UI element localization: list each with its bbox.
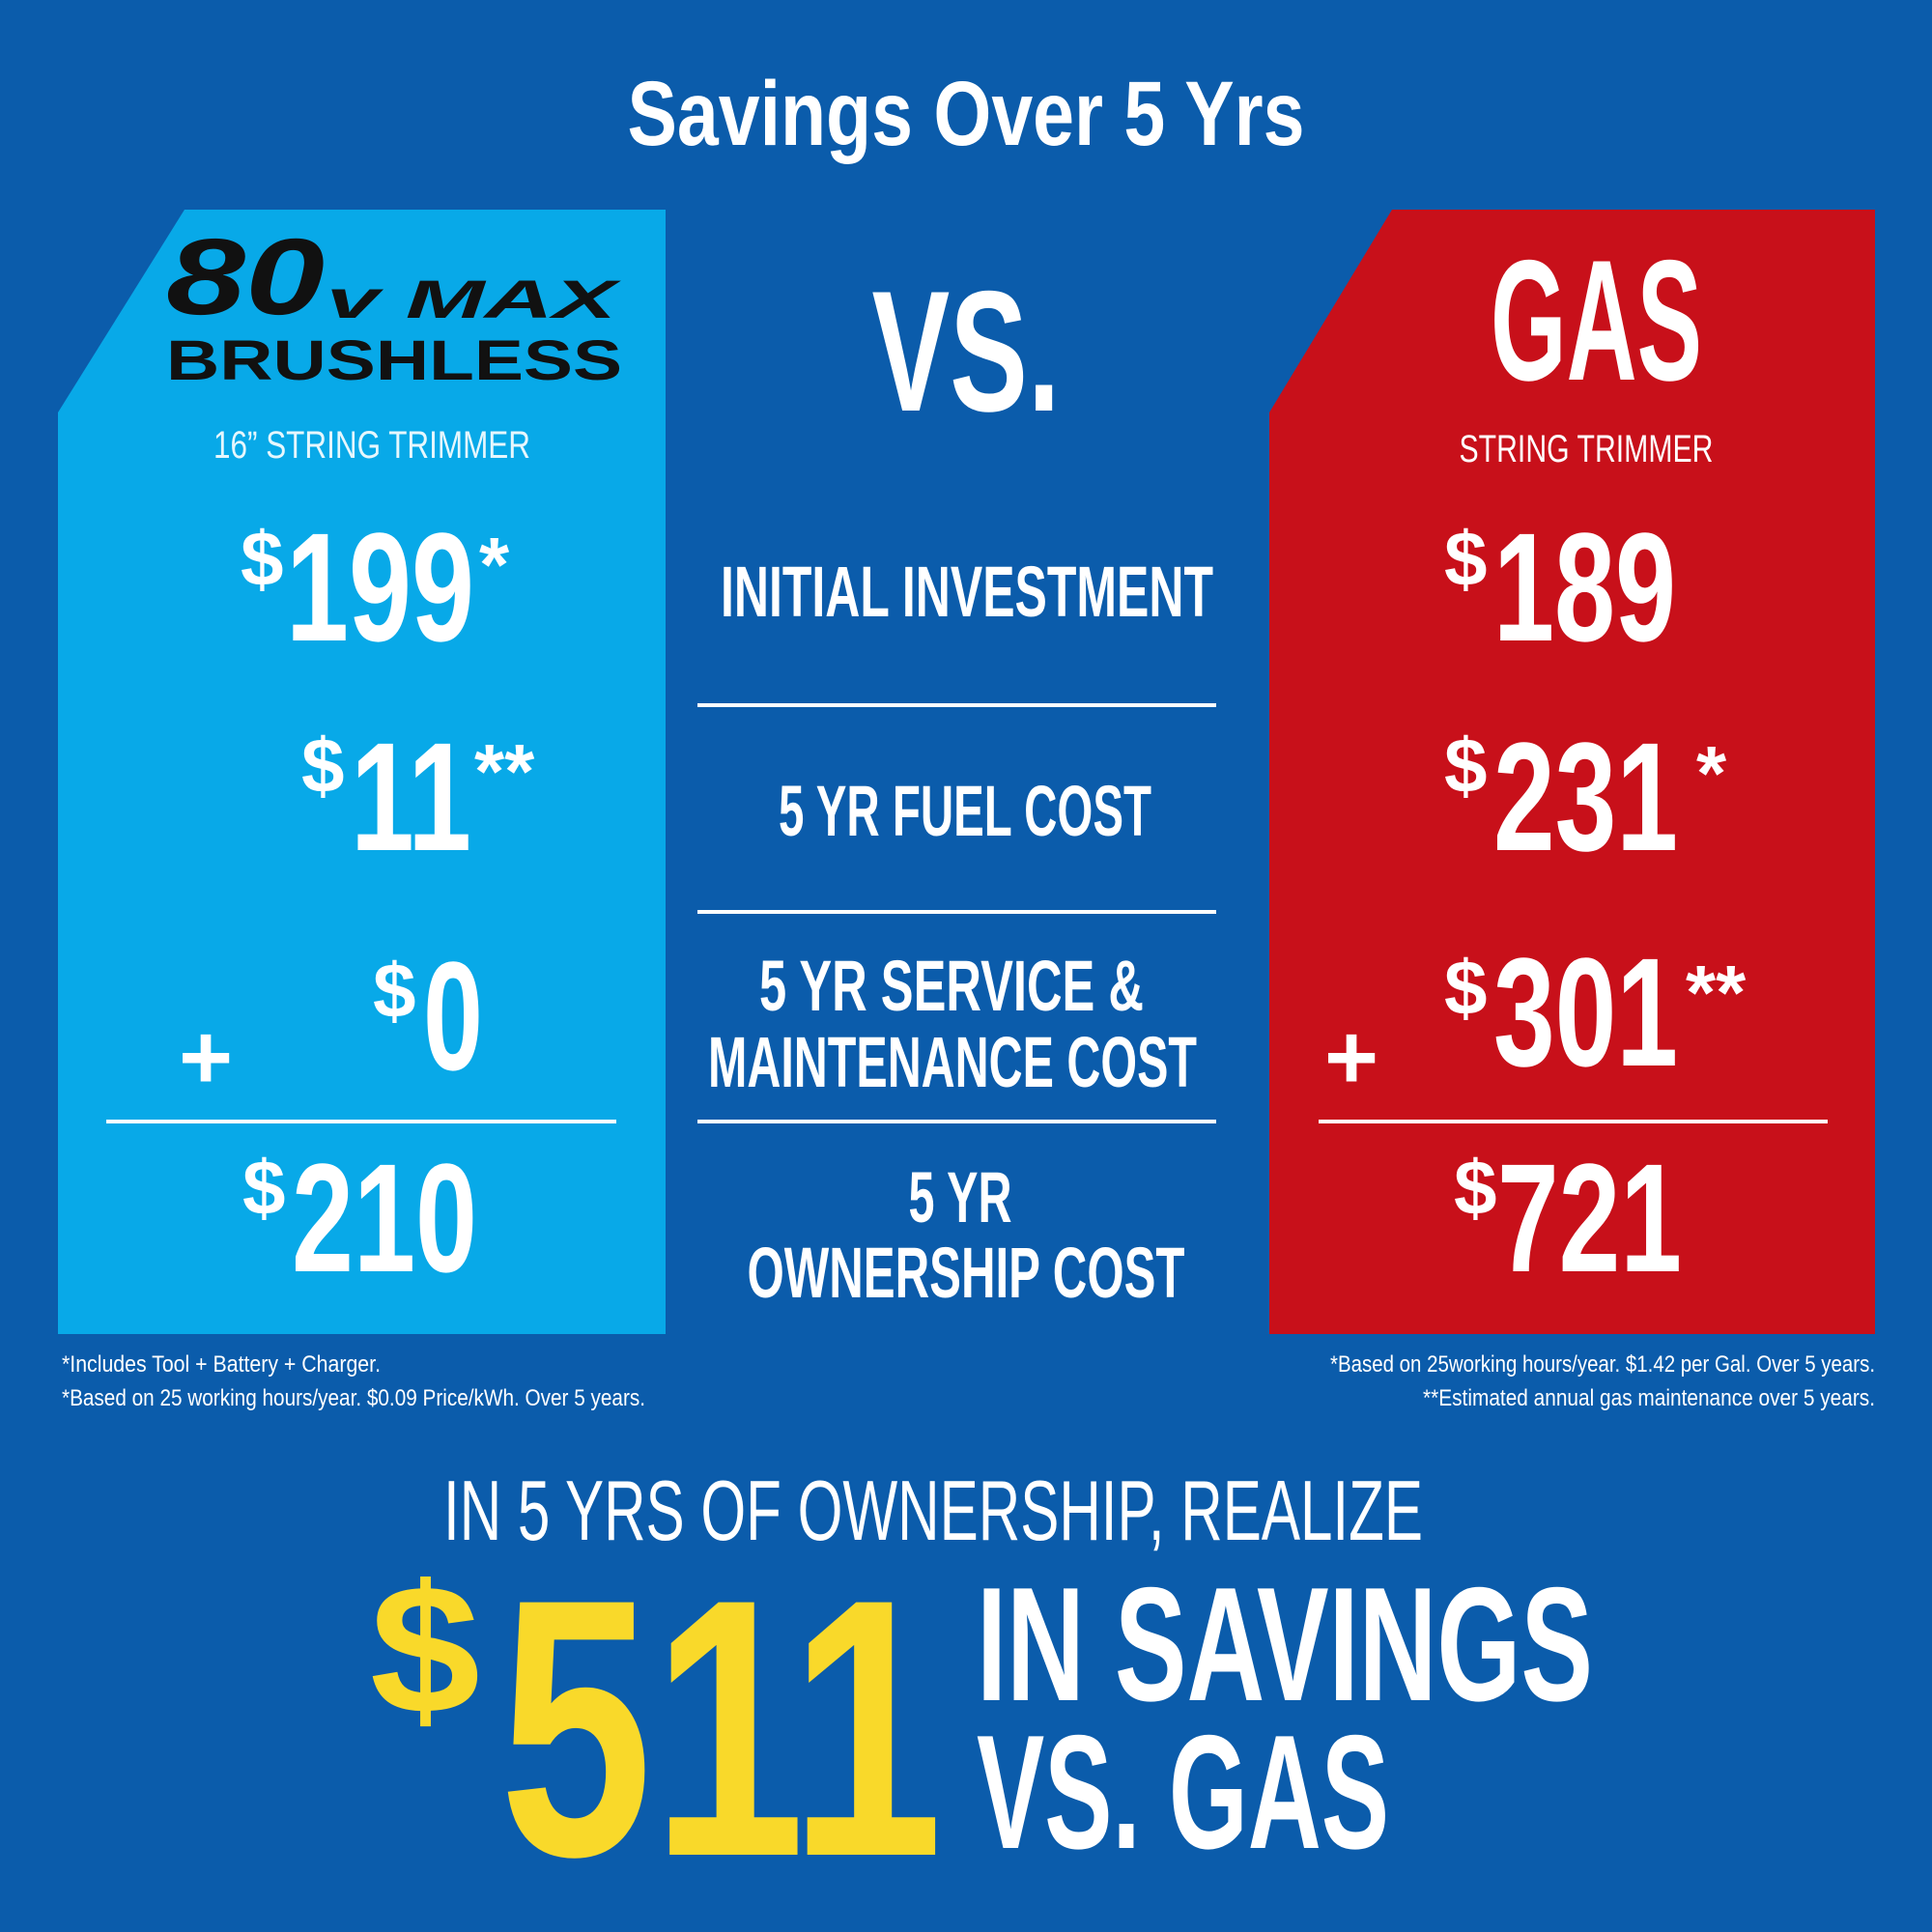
total: 210	[292, 1131, 477, 1304]
subtitle: STRING TRIMMER	[1460, 428, 1714, 470]
electric-panel	[58, 210, 666, 1334]
total: 721	[1497, 1131, 1682, 1304]
savings-amount: 511	[499, 1522, 943, 1932]
brand-number: 80	[166, 216, 325, 337]
row-label: INITIAL INVESTMENT	[721, 552, 1213, 632]
currency: $	[1454, 1145, 1497, 1231]
brand-line: BRUSHLESS	[166, 329, 622, 392]
row-label: OWNERSHIP COST	[748, 1233, 1185, 1313]
gas-title: GAS	[1491, 224, 1702, 416]
savings-currency: $	[370, 1548, 480, 1752]
savings-line: IN SAVINGS	[977, 1553, 1593, 1735]
savings-line: VS. GAS	[977, 1701, 1389, 1883]
amount: 0	[423, 929, 483, 1102]
currency: $	[1444, 945, 1488, 1031]
currency: $	[242, 1145, 286, 1231]
row-label: 5 YR	[909, 1157, 1012, 1237]
footnote: *Based on 25 working hours/year. $0.09 P…	[62, 1385, 645, 1411]
plus-sign: +	[179, 1006, 233, 1109]
subtitle: 16” STRING TRIMMER	[213, 424, 530, 467]
note: **	[1686, 950, 1747, 1036]
row-label: 5 YR FUEL COST	[779, 771, 1151, 851]
row-label: 5 YR SERVICE &	[759, 946, 1144, 1026]
note: *	[479, 522, 510, 608]
footnote: **Estimated annual gas maintenance over …	[1423, 1385, 1875, 1411]
currency: $	[301, 723, 345, 809]
amount: 11	[351, 710, 471, 883]
title: Savings Over 5 Yrs	[628, 63, 1305, 165]
gas-panel	[1269, 210, 1875, 1334]
amount: 189	[1493, 500, 1676, 673]
currency: $	[241, 516, 284, 602]
amount: 301	[1493, 925, 1678, 1098]
amount: 231	[1493, 710, 1678, 883]
note: **	[474, 728, 535, 814]
row-label: MAINTENANCE COST	[708, 1022, 1197, 1102]
note: *	[1696, 730, 1727, 816]
amount: 199	[286, 500, 474, 673]
footnote: *Includes Tool + Battery + Charger.	[62, 1351, 381, 1378]
currency: $	[373, 948, 416, 1034]
brand-volt: v MAX	[327, 269, 622, 329]
savings-lead: IN 5 YRS OF OWNERSHIP, REALIZE	[443, 1463, 1423, 1558]
plus-sign: +	[1324, 1006, 1378, 1109]
currency: $	[1444, 723, 1488, 809]
currency: $	[1444, 516, 1488, 602]
vs-label: VS.	[872, 255, 1061, 447]
footnote: *Based on 25working hours/year. $1.42 pe…	[1330, 1351, 1875, 1378]
